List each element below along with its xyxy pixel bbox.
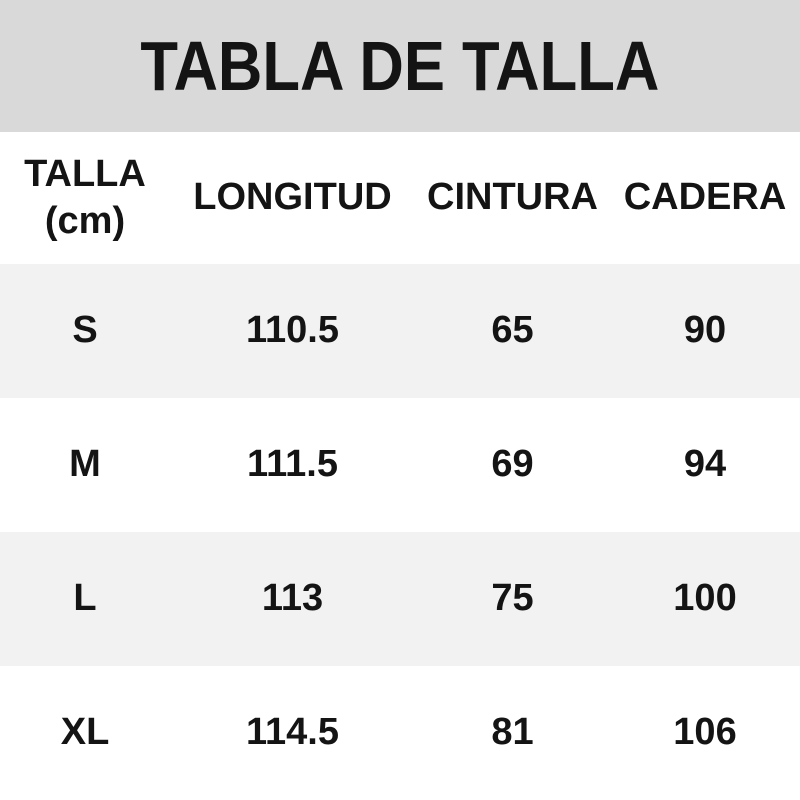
- table-row-xl: XL 114.5 81 106: [0, 666, 800, 800]
- table-header-row: TALLA (cm) LONGITUD CINTURA CADERA: [0, 132, 800, 264]
- column-header-longitud: LONGITUD: [193, 176, 392, 219]
- chart-title-bar: TABLA DE TALLA: [0, 0, 800, 132]
- longitud-value: 114.5: [246, 711, 339, 754]
- longitud-value: 111.5: [247, 443, 338, 486]
- cadera-value: 94: [683, 443, 727, 486]
- table-row-l: L 113 75 100: [0, 532, 800, 666]
- size-label: L: [73, 577, 97, 620]
- size-label: XL: [60, 711, 110, 754]
- cintura-value: 81: [491, 711, 534, 754]
- size-label: M: [69, 443, 101, 486]
- cintura-value: 75: [491, 577, 534, 620]
- table-row-s: S 110.5 65 90: [0, 264, 800, 398]
- cintura-value: 65: [491, 309, 534, 352]
- cadera-value: 100: [673, 577, 737, 620]
- cadera-value: 106: [673, 711, 737, 754]
- size-label: S: [72, 309, 98, 352]
- column-header-cadera: CADERA: [623, 176, 787, 219]
- column-header-talla-unit: (cm): [44, 200, 126, 242]
- cadera-value: 90: [683, 309, 727, 352]
- page-title: TABLA DE TALLA: [140, 27, 660, 105]
- longitud-value: 110.5: [246, 309, 339, 352]
- cintura-value: 69: [491, 443, 534, 486]
- column-header-cintura: CINTURA: [427, 176, 598, 219]
- table-row-m: M 111.5 69 94: [0, 398, 800, 532]
- column-header-talla-label: TALLA: [24, 152, 146, 195]
- longitud-value: 113: [261, 577, 324, 620]
- column-header-talla: TALLA (cm): [0, 151, 170, 246]
